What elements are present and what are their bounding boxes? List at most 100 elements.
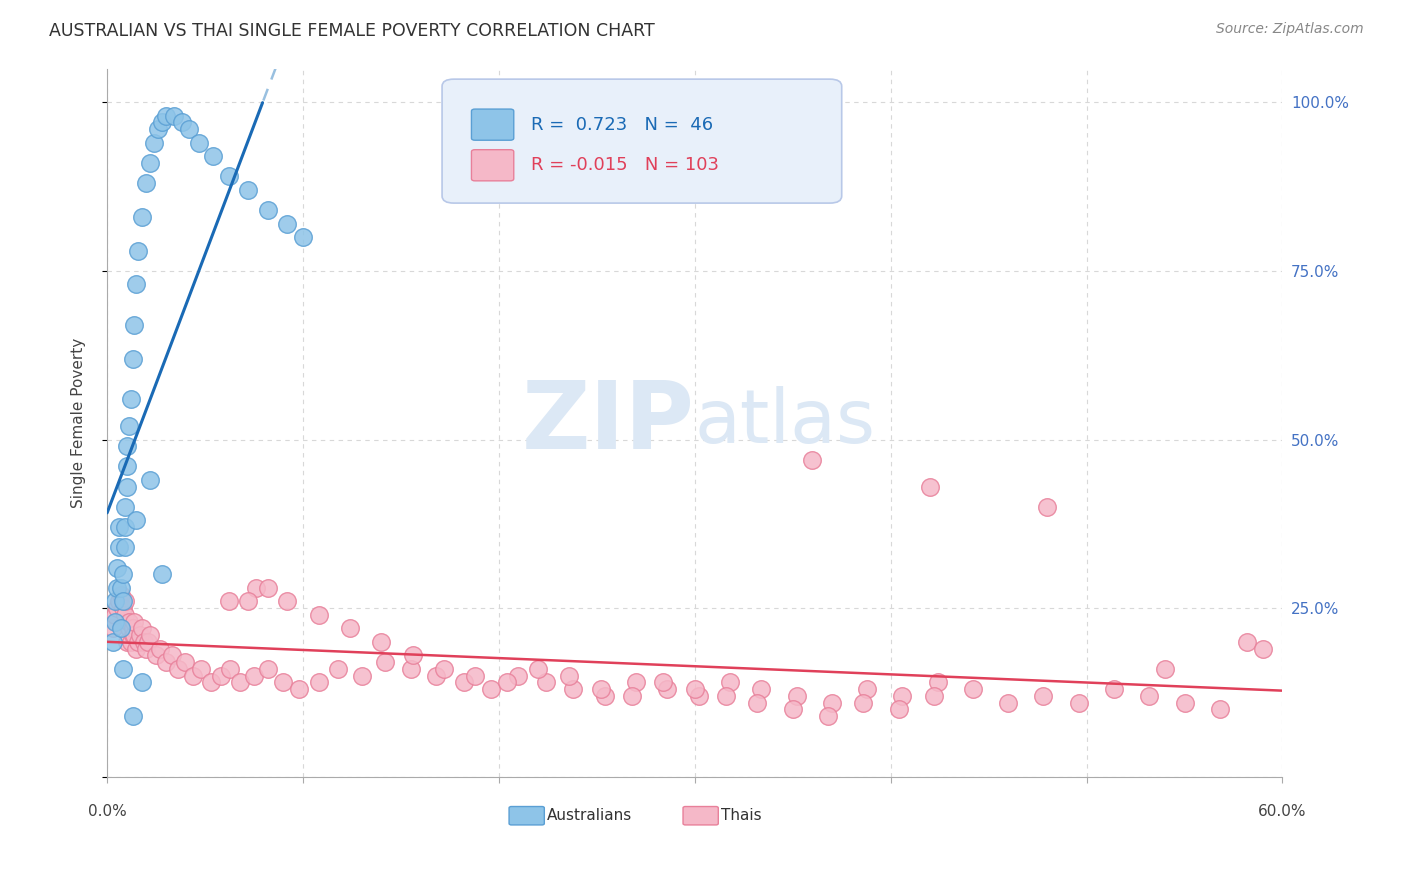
- Point: [101, 635, 124, 649]
- Point: [111, 662, 134, 676]
- Point: [288, 682, 311, 697]
- Point: [111, 567, 134, 582]
- Point: [105, 581, 128, 595]
- Point: [714, 689, 737, 703]
- Point: [131, 621, 153, 635]
- Point: [751, 682, 773, 697]
- Text: 0.0%: 0.0%: [87, 804, 127, 819]
- Point: [229, 675, 252, 690]
- Point: [104, 594, 127, 608]
- Point: [139, 628, 162, 642]
- FancyBboxPatch shape: [441, 79, 842, 203]
- Point: [425, 668, 447, 682]
- Point: [139, 156, 162, 170]
- Point: [125, 641, 148, 656]
- Point: [657, 682, 679, 697]
- Point: [1251, 641, 1274, 656]
- Point: [328, 662, 350, 676]
- Text: atlas: atlas: [695, 386, 876, 459]
- Point: [479, 682, 502, 697]
- Point: [683, 682, 706, 697]
- Point: [149, 641, 172, 656]
- Point: [104, 615, 127, 629]
- Point: [1102, 682, 1125, 697]
- Point: [108, 520, 131, 534]
- Point: [1067, 696, 1090, 710]
- Point: [121, 351, 143, 366]
- Point: [115, 439, 138, 453]
- Point: [891, 689, 914, 703]
- Point: [117, 615, 139, 629]
- Point: [997, 696, 1019, 710]
- Point: [124, 318, 146, 332]
- Point: [163, 109, 186, 123]
- Point: [105, 560, 128, 574]
- Point: [922, 689, 945, 703]
- Point: [918, 480, 941, 494]
- Point: [170, 115, 193, 129]
- Point: [688, 689, 710, 703]
- Point: [236, 594, 259, 608]
- Point: [190, 662, 212, 676]
- Point: [115, 459, 138, 474]
- Point: [117, 621, 139, 635]
- Point: [127, 635, 149, 649]
- Point: [1032, 689, 1054, 703]
- Point: [339, 621, 361, 635]
- Point: [245, 581, 267, 595]
- Point: [256, 581, 278, 595]
- Point: [243, 668, 266, 682]
- Point: [104, 607, 127, 622]
- Text: Australians: Australians: [547, 808, 631, 823]
- Point: [652, 675, 675, 690]
- Point: [124, 628, 146, 642]
- FancyBboxPatch shape: [683, 806, 718, 825]
- Point: [101, 621, 124, 635]
- Point: [188, 136, 211, 150]
- Point: [135, 641, 157, 656]
- Text: ZIP: ZIP: [522, 376, 695, 468]
- Point: [236, 183, 259, 197]
- Point: [181, 668, 204, 682]
- Point: [1154, 662, 1177, 676]
- Point: [127, 244, 149, 258]
- Point: [495, 675, 517, 690]
- Point: [624, 675, 647, 690]
- Point: [166, 662, 188, 676]
- Point: [276, 594, 298, 608]
- Point: [115, 635, 138, 649]
- Point: [558, 668, 581, 682]
- Point: [155, 109, 177, 123]
- Point: [120, 635, 142, 649]
- Point: [276, 217, 298, 231]
- Point: [887, 702, 910, 716]
- Y-axis label: Single Female Poverty: Single Female Poverty: [72, 337, 86, 508]
- Point: [124, 615, 146, 629]
- Point: [782, 702, 804, 716]
- Point: [1173, 696, 1195, 710]
- Text: R =  0.723   N =  46: R = 0.723 N = 46: [531, 116, 713, 134]
- Point: [562, 682, 585, 697]
- Point: [160, 648, 183, 663]
- Point: [433, 662, 456, 676]
- Point: [115, 480, 138, 494]
- Point: [121, 709, 143, 723]
- Point: [146, 122, 169, 136]
- Point: [527, 662, 550, 676]
- Point: [108, 541, 131, 555]
- Point: [350, 668, 373, 682]
- Point: [114, 607, 136, 622]
- Point: [291, 230, 314, 244]
- Point: [145, 648, 167, 663]
- Text: AUSTRALIAN VS THAI SINGLE FEMALE POVERTY CORRELATION CHART: AUSTRALIAN VS THAI SINGLE FEMALE POVERTY…: [49, 22, 655, 40]
- Point: [852, 696, 875, 710]
- Point: [464, 668, 486, 682]
- Point: [589, 682, 612, 697]
- Text: 60.0%: 60.0%: [1258, 804, 1306, 819]
- Point: [125, 513, 148, 527]
- Point: [121, 628, 143, 642]
- Point: [131, 210, 153, 224]
- Point: [179, 122, 201, 136]
- Point: [114, 541, 136, 555]
- Point: [256, 662, 278, 676]
